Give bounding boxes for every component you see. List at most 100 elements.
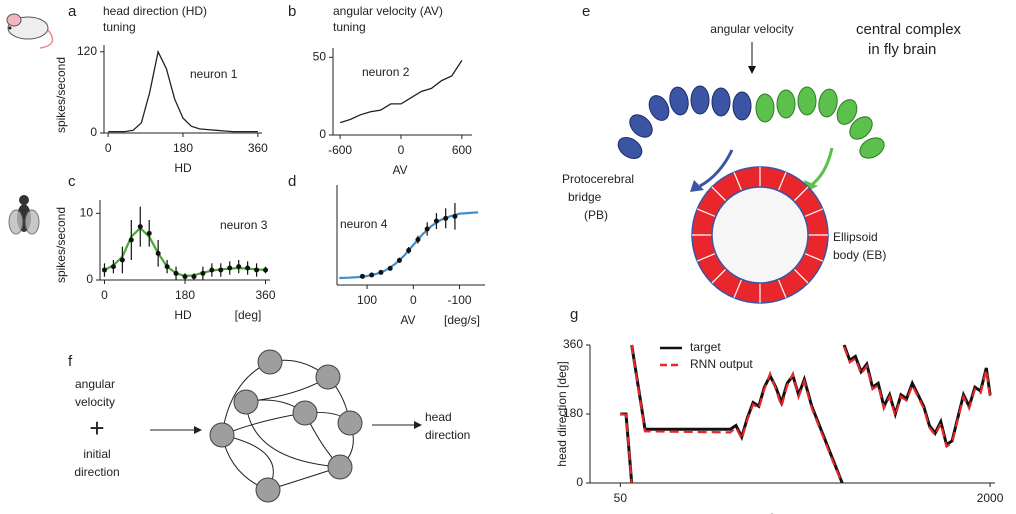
eb-segments — [692, 167, 828, 303]
pb-label: (PB) — [584, 208, 608, 222]
data-point — [119, 257, 125, 263]
y-tick-label: 0 — [576, 475, 583, 489]
data-point — [263, 267, 269, 273]
input-label: angular velocity — [710, 22, 793, 36]
x-axis-label: HD — [174, 161, 192, 175]
data-point — [155, 250, 161, 256]
fly-icon — [8, 195, 40, 235]
input-label: direction — [74, 465, 119, 479]
x-tick-label: 0 — [101, 288, 108, 302]
data-point — [387, 265, 393, 271]
output-label: head — [425, 410, 452, 424]
x-axis-label: HD — [174, 308, 192, 322]
data-point — [452, 213, 458, 219]
input-label: angular — [75, 377, 115, 391]
x-tick-label: 2000 — [977, 491, 1004, 505]
data-point — [433, 218, 439, 224]
y-axis-label: head direction [deg] — [555, 361, 569, 466]
x-tick-label: 0 — [398, 143, 405, 157]
data-point — [424, 226, 430, 232]
y-axis-label: spikes/second — [54, 207, 68, 283]
segment-line — [793, 186, 809, 202]
x-axis-label: AV — [400, 313, 415, 327]
output-label: direction — [425, 428, 470, 442]
panel-label: c — [68, 173, 76, 190]
data-point — [200, 270, 206, 276]
legend-label: target — [690, 340, 721, 354]
panel-label: b — [288, 3, 296, 20]
data-point — [164, 264, 170, 270]
arrowhead — [414, 421, 422, 429]
y-tick-label: 50 — [313, 49, 327, 63]
x-tick-label: 180 — [173, 141, 193, 155]
trajectory — [620, 344, 992, 484]
pb-green — [755, 86, 885, 159]
data-point — [218, 267, 224, 273]
input-label: initial — [83, 447, 110, 461]
data-point — [146, 230, 152, 236]
segment-line — [804, 208, 824, 218]
title-line: central complex — [856, 21, 962, 38]
data-point — [369, 272, 375, 278]
eb-label: Ellipsoid — [833, 230, 878, 244]
data-point — [415, 237, 421, 243]
y-axis-label: spikes/second — [54, 57, 68, 133]
segment-line — [733, 171, 743, 191]
input-label: velocity — [75, 395, 115, 409]
segment-line — [711, 268, 727, 284]
eb-center — [711, 186, 809, 284]
y-tick-label: 0 — [319, 127, 326, 141]
annotation: neuron 2 — [362, 65, 410, 79]
mouse-icon — [6, 13, 54, 49]
segment-line — [696, 208, 716, 218]
y-tick-label: 120 — [77, 44, 97, 58]
data-point — [227, 265, 233, 271]
legend-label: RNN output — [690, 357, 753, 371]
x-tick-label: 360 — [256, 288, 276, 302]
x-tick-label: 0 — [410, 293, 417, 307]
x-axis-label: timestep — [767, 511, 813, 514]
panel-label: e — [582, 3, 590, 20]
arrow-blue — [699, 149, 734, 188]
data-point — [443, 215, 449, 221]
y-tick-label: 10 — [80, 206, 94, 220]
x-tick-label: -600 — [328, 143, 352, 157]
annotation: neuron 4 — [340, 217, 388, 231]
data-point — [173, 270, 179, 276]
panel-label: g — [570, 306, 578, 323]
panel-f: f angular velocity + initial direction h… — [68, 349, 470, 503]
plus: + — [89, 413, 104, 443]
panel-e: e angular velocity central complex in fl… — [562, 3, 962, 304]
data-point — [101, 267, 107, 273]
pb-label: bridge — [568, 190, 602, 204]
segment-line — [777, 279, 787, 299]
annotation: neuron 3 — [220, 218, 268, 232]
arrow-green — [809, 147, 834, 188]
panel-title: tuning — [103, 20, 136, 34]
x-axis-label: AV — [392, 163, 407, 177]
data-point — [182, 274, 188, 280]
segment-line — [696, 252, 716, 262]
arrowhead — [690, 180, 704, 192]
panel-label: a — [68, 3, 77, 20]
panel-label: d — [288, 173, 296, 190]
pb-label: Protocerebral — [562, 172, 634, 186]
data-point — [191, 274, 197, 280]
tuning-curve — [339, 60, 463, 124]
arrowhead — [748, 66, 756, 74]
data-point — [396, 257, 402, 263]
segment-line — [733, 279, 743, 299]
unit-label: [deg/s] — [444, 313, 480, 327]
data-point — [137, 224, 143, 230]
x-tick-label: 360 — [248, 141, 268, 155]
y-tick-label: 0 — [86, 272, 93, 286]
data-point — [209, 267, 215, 273]
arrowhead — [194, 426, 202, 434]
data-point — [378, 269, 384, 275]
data-point — [254, 267, 260, 273]
data-point — [359, 273, 365, 279]
panel-label: f — [68, 353, 73, 370]
tuning-curve — [108, 49, 258, 133]
data-point — [406, 247, 412, 253]
